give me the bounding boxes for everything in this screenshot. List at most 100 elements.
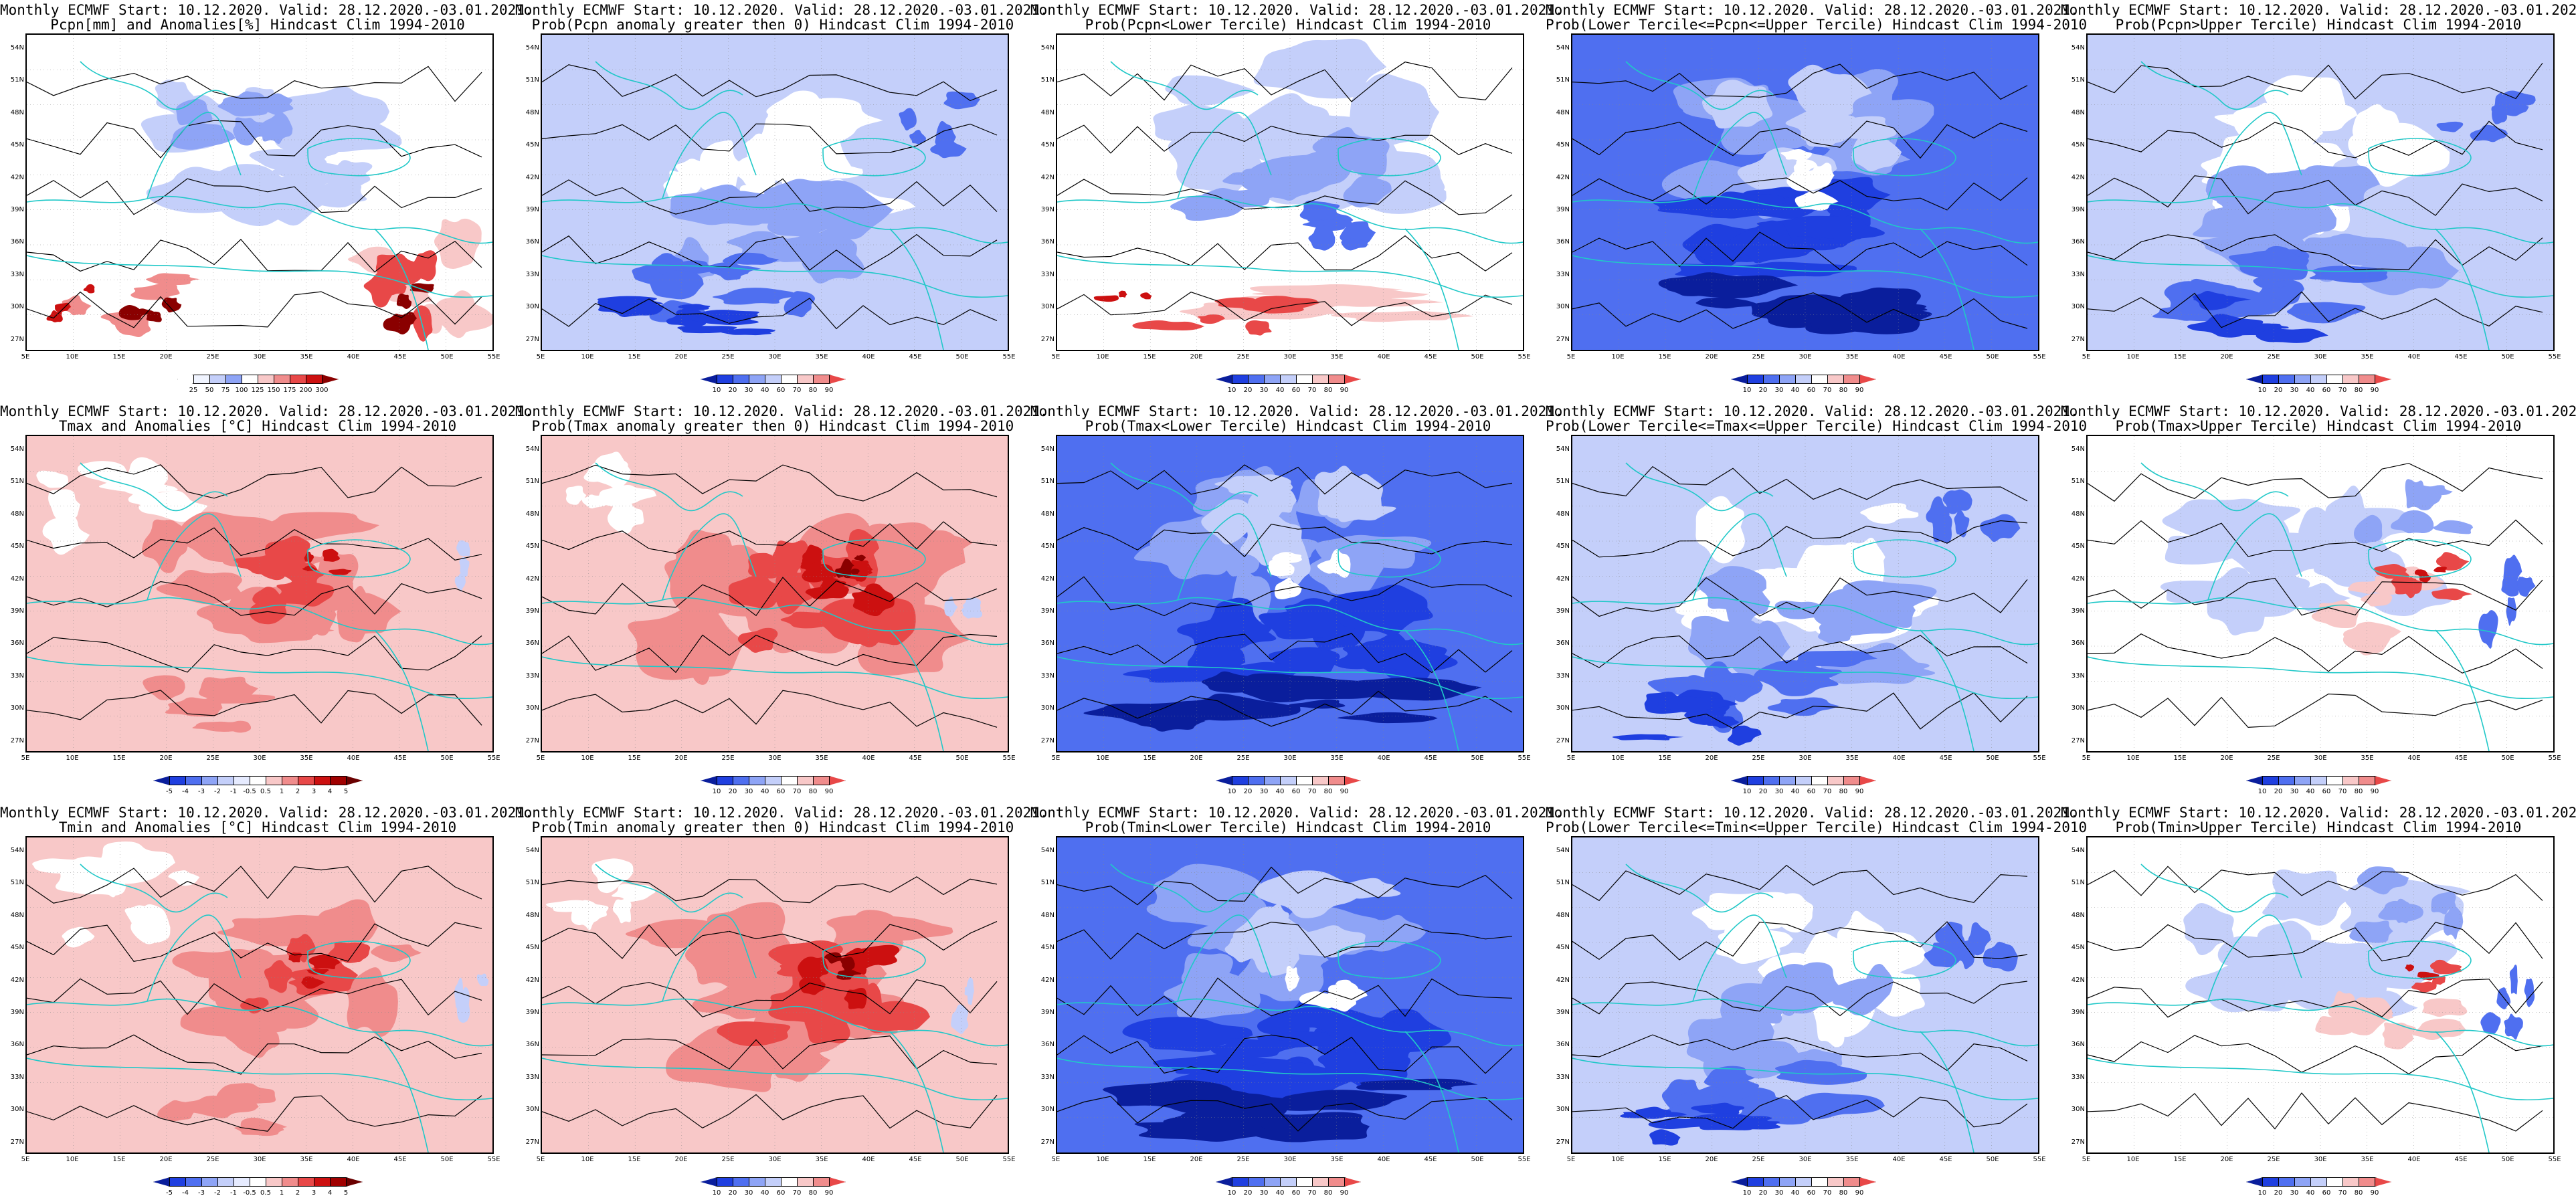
forecast-map [541, 836, 1009, 1154]
colorbar-segment [322, 375, 339, 384]
shaded-region [1860, 502, 1919, 524]
longitude-label: 45E [1424, 1156, 1437, 1163]
colorbar-segment [177, 375, 194, 384]
shaded-region [798, 957, 829, 983]
latitude-label: 42N [1040, 173, 1054, 181]
shaded-region [346, 967, 398, 1037]
longitude-label: 10E [1611, 1156, 1625, 1163]
latitude-label: 45N [1556, 141, 1570, 149]
longitude-label: 40E [1892, 353, 1906, 361]
longitude-label: 15E [1143, 1156, 1156, 1163]
shaded-region [2165, 534, 2265, 565]
colorbar: 10 20 30 40 60 70 80 90 [701, 375, 846, 394]
colorbar-tick-label: -2 [214, 788, 221, 795]
colorbar-segment [781, 776, 798, 785]
longitude-label: 45E [393, 353, 407, 361]
shaded-region [142, 519, 188, 573]
latitude-label: 36N [2071, 1041, 2085, 1049]
coastline [1572, 656, 2038, 700]
map-panel-pcpn-2: Monthly ECMWF Start: 10.12.2020. Valid: … [515, 0, 1048, 401]
coastline [1625, 462, 1774, 512]
coastline [1110, 864, 1259, 913]
coastline [542, 998, 1008, 1047]
shaded-region [1153, 104, 1249, 149]
longitude-label: 45E [1939, 1156, 1952, 1163]
colorbar-segment [274, 375, 290, 384]
shaded-region [2287, 302, 2366, 324]
colorbar-segment [169, 1177, 186, 1187]
shaded-region [1308, 225, 1336, 251]
colorbar-tick-label: -2 [214, 1189, 221, 1197]
shaded-region [36, 470, 68, 488]
colorbar-segment [749, 1177, 765, 1187]
latitude-label: 33N [525, 1073, 539, 1081]
shaded-region [118, 304, 146, 320]
colorbar-tick-label: 30 [744, 788, 753, 795]
shaded-region [62, 926, 95, 948]
colorbar-segment [2262, 375, 2279, 384]
colorbar-segment [1280, 375, 1297, 384]
shaded-region [838, 970, 862, 977]
colorbar-tick-label: 70 [1823, 387, 1832, 394]
colorbar-segment [298, 1177, 314, 1187]
contour-line [542, 633, 998, 674]
longitude-label: 20E [159, 353, 173, 361]
panel-title-line2: Tmin and Anomalies [°C] Hindcast Clim 19… [58, 819, 457, 835]
shaded-region [371, 944, 422, 963]
colorbar-segment [1859, 375, 1876, 384]
colorbar-tick-label: 40 [760, 788, 769, 795]
contour-line [27, 690, 482, 726]
shaded-region [199, 694, 276, 704]
shaded-region [1695, 297, 1756, 309]
panel-title-line2: Prob(Pcpn>Upper Tercile) Hindcast Clim 1… [2115, 17, 2522, 33]
longitude-label: 25E [1752, 353, 1765, 361]
shaded-region [2355, 246, 2459, 296]
panel-title-line1: Monthly ECMWF Start: 10.12.2020. Valid: … [0, 2, 533, 18]
map-canvas [542, 436, 1008, 751]
contour-line [27, 66, 482, 102]
shaded-region [565, 486, 587, 505]
colorbar-segment [2278, 776, 2295, 785]
map-panel-pcpn-4: Monthly ECMWF Start: 10.12.2020. Valid: … [1546, 0, 2087, 401]
forecast-map [25, 836, 494, 1154]
coastline [2207, 914, 2302, 1002]
colorbar-segment [153, 1177, 170, 1187]
colorbar-segment [749, 776, 765, 785]
latitude-label: 30N [2071, 704, 2085, 712]
colorbar-tick-label: 70 [792, 1189, 802, 1197]
latitude-label: 39N [1556, 206, 1570, 214]
latitude-label: 45N [1040, 141, 1054, 149]
shaded-region [2256, 169, 2335, 195]
colorbar-segment [2375, 1177, 2391, 1187]
longitude-label: 15E [2173, 755, 2187, 762]
longitude-label: 35E [1845, 353, 1859, 361]
colorbar-tick-label: 80 [1839, 788, 1848, 795]
map-canvas [1572, 837, 2038, 1152]
shaded-region [2238, 245, 2309, 282]
longitude-label: 25E [206, 755, 219, 762]
colorbar-segment [829, 1177, 846, 1187]
shaded-region [2297, 142, 2347, 173]
shaded-region [1317, 558, 1348, 574]
coastline [27, 998, 492, 1047]
colorbar-tick-label: 30 [744, 1189, 753, 1197]
colorbar-tick-label: 90 [1855, 387, 1864, 394]
longitude-label: 10E [1096, 1156, 1109, 1163]
shaded-region [628, 601, 745, 680]
shaded-region [852, 950, 887, 969]
shaded-region [2343, 621, 2401, 643]
map-canvas [2088, 35, 2553, 350]
latitude-label: 54N [1556, 445, 1570, 453]
colorbar-segment [1344, 776, 1361, 785]
shaded-region [2431, 588, 2472, 601]
coastline [374, 228, 429, 350]
longitude-label: 5E [21, 353, 30, 361]
colorbar-segment [1280, 776, 1297, 785]
shaded-region [409, 283, 434, 293]
longitude-label: 35E [1330, 353, 1344, 361]
shaded-region [1775, 1060, 1867, 1085]
latitude-label: 36N [1556, 639, 1570, 647]
shaded-region [677, 326, 737, 334]
coastline [1177, 513, 1272, 601]
latitude-label: 48N [525, 108, 539, 116]
